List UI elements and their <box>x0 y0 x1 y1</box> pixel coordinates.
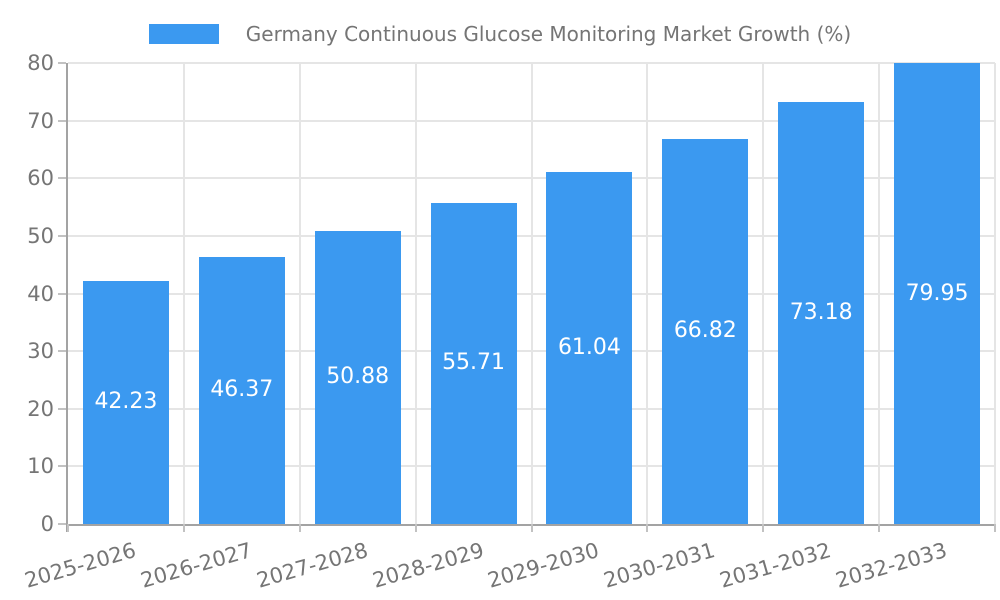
x-gridline <box>878 63 881 524</box>
y-tick-mark <box>58 465 66 468</box>
bar-value-label: 42.23 <box>94 389 158 415</box>
legend-swatch <box>148 24 219 44</box>
x-gridline <box>414 63 417 524</box>
x-gridline <box>530 63 533 524</box>
y-tick-mark <box>58 523 66 525</box>
bar-2026-2027 <box>198 256 285 524</box>
bar-value-label: 55.71 <box>442 350 506 376</box>
bar-2028-2029 <box>430 202 517 524</box>
x-gridline <box>762 63 765 524</box>
bar-value-label: 73.18 <box>789 300 853 326</box>
x-tick-mark <box>182 524 185 532</box>
y-tick-label: 80 <box>27 51 54 75</box>
chart-legend: Germany Continuous Glucose Monitoring Ma… <box>0 22 1000 46</box>
bar-2029-2030 <box>546 172 633 524</box>
y-axis-line <box>66 63 68 532</box>
bar-value-label: 79.95 <box>905 280 969 306</box>
x-tick-mark <box>878 524 881 532</box>
y-tick-mark <box>58 177 66 180</box>
bar-2025-2026 <box>82 280 169 524</box>
bar-value-label: 61.04 <box>557 335 621 361</box>
x-tick-mark <box>67 524 69 532</box>
y-tick-label: 10 <box>27 454 54 479</box>
y-tick-label: 50 <box>27 223 54 248</box>
y-tick-label: 70 <box>27 108 54 133</box>
y-tick-mark <box>58 407 66 410</box>
x-tick-mark <box>646 524 649 532</box>
bar-2031-2032 <box>778 102 865 524</box>
y-tick-mark <box>58 292 66 295</box>
bar-value-label: 46.37 <box>210 377 274 403</box>
x-tick-mark <box>994 524 996 532</box>
bar-2027-2028 <box>314 230 401 524</box>
y-tick-label: 20 <box>27 396 54 421</box>
x-gridline <box>994 63 996 524</box>
y-tick-label: 60 <box>27 166 54 191</box>
x-tick-mark <box>298 524 301 532</box>
y-tick-mark <box>58 62 66 64</box>
x-gridline <box>646 63 649 524</box>
x-tick-mark <box>762 524 765 532</box>
y-tick-label: 30 <box>27 339 54 364</box>
y-tick-mark <box>58 350 66 353</box>
x-gridline <box>182 63 185 524</box>
bar-2032-2033 <box>894 63 981 524</box>
bar-2030-2031 <box>662 138 749 524</box>
y-tick-mark <box>58 119 66 122</box>
x-tick-mark <box>530 524 533 532</box>
y-tick-label: 40 <box>27 281 54 306</box>
x-gridline <box>298 63 301 524</box>
x-tick-mark <box>414 524 417 532</box>
bar-value-label: 50.88 <box>326 364 390 390</box>
y-tick-label: 0 <box>40 512 54 536</box>
plot-area: 42.23 46.37 50.88 55.71 61.04 66.82 73.18 79.95… <box>22 53 996 593</box>
bar-value-label: 66.82 <box>673 318 737 344</box>
legend-label: Germany Continuous Glucose Monitoring Ma… <box>245 22 852 46</box>
y-tick-mark <box>58 234 66 237</box>
